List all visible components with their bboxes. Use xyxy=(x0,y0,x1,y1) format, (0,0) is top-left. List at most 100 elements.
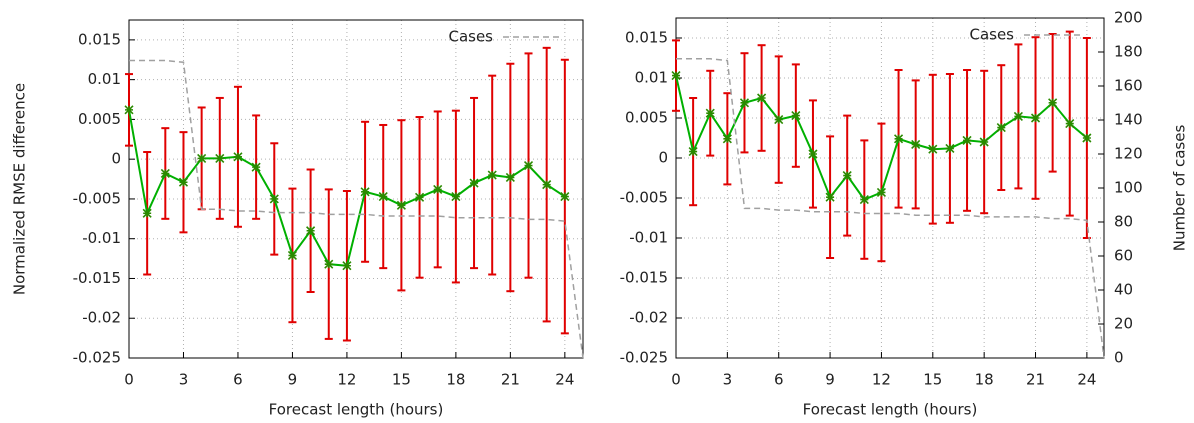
point-marker xyxy=(757,93,767,103)
point-marker xyxy=(505,172,515,183)
x-axis-label: Forecast length (hours) xyxy=(803,401,978,419)
point-marker xyxy=(825,192,835,202)
point-marker xyxy=(142,208,152,218)
legend-label: Cases xyxy=(448,28,493,46)
y-tick-label: 0.015 xyxy=(625,29,668,47)
point-marker xyxy=(774,115,784,125)
point-marker xyxy=(324,259,334,269)
point-marker xyxy=(1065,119,1075,129)
y2-tick-label: 120 xyxy=(1114,145,1143,163)
x-tick-label: 18 xyxy=(446,371,465,389)
point-marker xyxy=(433,184,443,194)
point-marker xyxy=(979,137,989,147)
y2-tick-label: 100 xyxy=(1114,179,1143,197)
point-marker xyxy=(962,135,972,145)
cases-line xyxy=(129,59,584,359)
plot-border xyxy=(675,17,1105,359)
y-tick-label: -0.025 xyxy=(73,349,121,367)
y-tick-label: -0.02 xyxy=(82,309,121,327)
point-marker xyxy=(722,134,732,144)
point-marker xyxy=(859,195,869,205)
point-marker xyxy=(451,191,461,202)
y-tick-label: -0.005 xyxy=(73,189,121,207)
point-marker xyxy=(560,191,570,202)
x-tick-label: 0 xyxy=(124,371,134,389)
point-marker xyxy=(251,162,261,172)
point-marker xyxy=(739,98,750,108)
plot-border xyxy=(128,19,584,359)
y-tick-label: -0.015 xyxy=(73,269,121,287)
y-tick-label: 0 xyxy=(658,149,668,167)
point-marker xyxy=(1013,111,1023,121)
point-marker xyxy=(414,192,425,202)
point-marker xyxy=(124,105,134,115)
point-marker xyxy=(808,149,818,159)
point-marker xyxy=(160,168,170,179)
y2-tick-label: 40 xyxy=(1114,281,1133,299)
point-marker xyxy=(360,187,370,197)
y2-tick-label: 200 xyxy=(1114,9,1143,27)
y-tick-label: -0.02 xyxy=(629,309,668,327)
point-marker xyxy=(306,226,316,236)
x-tick-label: 12 xyxy=(337,371,356,389)
point-marker xyxy=(791,111,801,121)
x-axis-label: Forecast length (hours) xyxy=(269,401,444,419)
x-tick-label: 9 xyxy=(288,371,298,389)
point-marker xyxy=(197,153,207,163)
point-marker xyxy=(928,144,938,154)
point-marker xyxy=(233,152,243,162)
point-marker xyxy=(842,171,852,181)
y2-tick-label: 160 xyxy=(1114,77,1143,95)
cases-line xyxy=(676,58,1105,359)
x-tick-label: 12 xyxy=(872,371,891,389)
point-marker xyxy=(1048,98,1058,108)
point-marker xyxy=(911,139,921,149)
x-tick-label: 0 xyxy=(671,371,681,389)
x-tick-label: 6 xyxy=(774,371,784,389)
x-tick-label: 6 xyxy=(233,371,243,389)
point-marker xyxy=(996,123,1006,133)
x-tick-label: 18 xyxy=(975,371,994,389)
x-tick-label: 15 xyxy=(392,371,411,389)
x-tick-label: 15 xyxy=(923,371,942,389)
y-tick-label: -0.025 xyxy=(620,349,668,367)
y-tick-label: 0.01 xyxy=(635,69,668,87)
x-tick-label: 21 xyxy=(501,371,520,389)
y-tick-label: 0 xyxy=(111,150,121,168)
y2-axis-label: Number of cases xyxy=(1171,125,1189,252)
y2-tick-label: 180 xyxy=(1114,43,1143,61)
point-marker xyxy=(945,143,955,153)
y-tick-label: -0.01 xyxy=(629,229,668,247)
point-marker xyxy=(671,71,681,81)
x-tick-label: 3 xyxy=(179,371,189,389)
y2-tick-label: 20 xyxy=(1114,315,1133,333)
point-marker xyxy=(469,178,479,188)
y2-tick-label: 60 xyxy=(1114,247,1133,265)
y-tick-label: -0.01 xyxy=(82,229,121,247)
x-tick-label: 21 xyxy=(1026,371,1045,389)
point-marker xyxy=(1030,113,1041,123)
point-marker xyxy=(487,170,497,180)
point-marker xyxy=(396,200,406,210)
point-marker xyxy=(542,180,552,190)
y-tick-label: 0.015 xyxy=(78,30,121,48)
x-tick-label: 3 xyxy=(723,371,733,389)
legend-label: Cases xyxy=(969,26,1014,44)
x-tick-label: 24 xyxy=(555,371,574,389)
y2-tick-label: 80 xyxy=(1114,213,1133,231)
y-tick-label: 0.005 xyxy=(625,109,668,127)
point-marker xyxy=(1082,133,1092,143)
y-tick-label: 0.005 xyxy=(78,110,121,128)
y-tick-label: -0.015 xyxy=(620,269,668,287)
x-tick-label: 24 xyxy=(1077,371,1096,389)
point-marker xyxy=(893,134,904,144)
point-marker xyxy=(215,153,225,163)
point-marker xyxy=(876,187,887,197)
point-marker xyxy=(287,250,298,260)
y-tick-label: -0.005 xyxy=(620,189,668,207)
x-tick-label: 9 xyxy=(825,371,835,389)
point-marker xyxy=(705,108,715,118)
point-marker xyxy=(269,194,279,204)
point-marker xyxy=(342,261,352,271)
